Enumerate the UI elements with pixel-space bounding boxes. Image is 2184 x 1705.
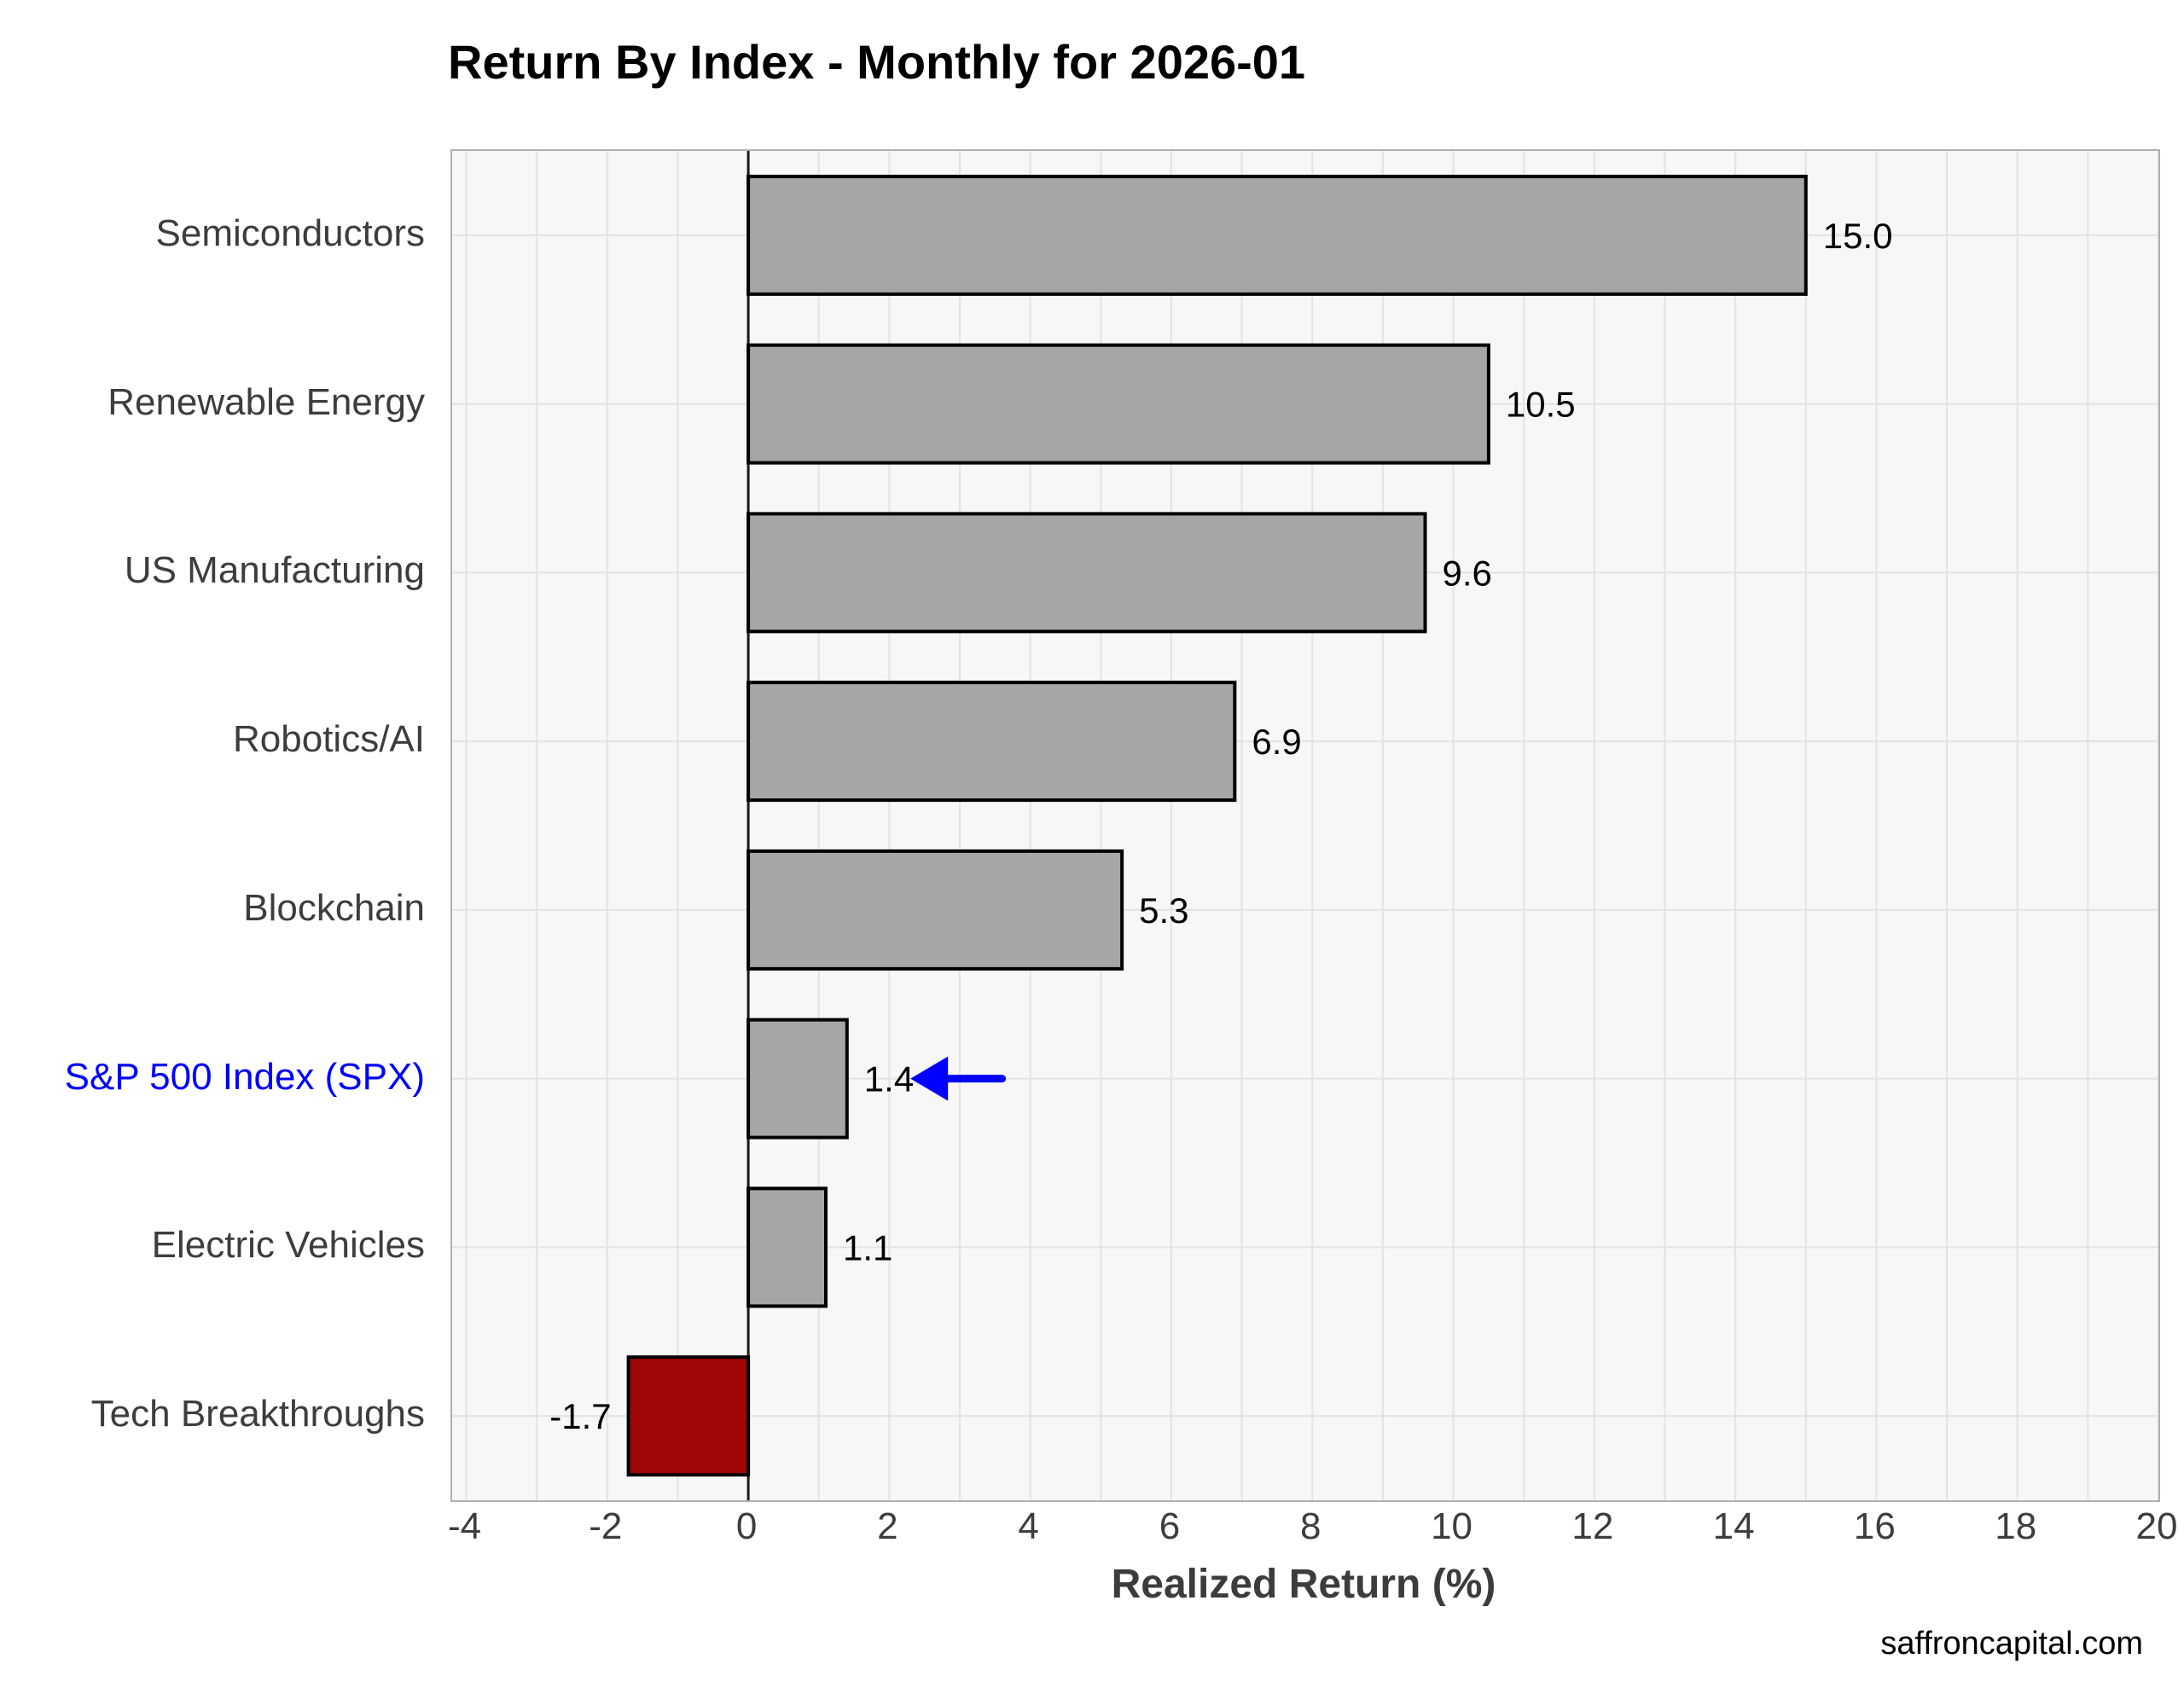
bar (746, 343, 1490, 465)
value-label: 15.0 (1823, 216, 1893, 256)
annotation-arrow-head (910, 1056, 949, 1101)
category-label: Renewable Energy (107, 380, 425, 423)
bar (746, 681, 1237, 803)
bar (746, 174, 1808, 296)
x-tick-label: 20 (2135, 1505, 2178, 1547)
x-tick-label: 12 (1571, 1505, 1614, 1547)
category-label: Blockchain (243, 886, 425, 929)
x-tick-label: 8 (1300, 1505, 1321, 1547)
plot-canvas: 15.0 10.5 9.6 6.9 5.3 1.4 1.1 -1.7 (452, 151, 2158, 1500)
category-label: US Manufacturing (124, 549, 425, 592)
plot-area: 15.0 10.5 9.6 6.9 5.3 1.4 1.1 -1.7 (450, 149, 2160, 1502)
value-label: 9.6 (1442, 553, 1491, 593)
bar (746, 849, 1124, 971)
x-tick-label: 16 (1853, 1505, 1896, 1547)
x-tick-label: -4 (447, 1505, 482, 1547)
x-tick-label: 14 (1712, 1505, 1755, 1547)
value-label: 1.4 (864, 1059, 914, 1099)
x-tick-label: -2 (589, 1505, 623, 1547)
chart-title: Return By Index - Monthly for 2026-01 (448, 35, 1306, 89)
category-label: Semiconductors (155, 212, 425, 254)
bar (746, 1018, 849, 1140)
watermark-text: saffroncapital.com (1880, 1626, 2143, 1662)
x-tick-label: 10 (1431, 1505, 1473, 1547)
bar (746, 512, 1427, 634)
x-tick-label: 4 (1018, 1505, 1039, 1547)
value-label: 1.1 (843, 1227, 892, 1267)
x-tick-label: 18 (1995, 1505, 2037, 1547)
category-label: Tech Breakthroughs (90, 1393, 425, 1435)
category-label: Electric Vehicles (151, 1224, 425, 1267)
x-tick-label: 6 (1159, 1505, 1181, 1547)
category-label: Robotics/AI (233, 718, 425, 761)
x-axis-label: Realized Return (%) (1111, 1562, 1496, 1607)
x-tick-label: 0 (735, 1505, 758, 1547)
value-label: 10.5 (1506, 385, 1576, 425)
category-label: S&P 500 Index (SPX) (64, 1055, 425, 1098)
value-label: 5.3 (1139, 890, 1188, 931)
value-label: 6.9 (1252, 722, 1301, 762)
bar (626, 1355, 751, 1477)
value-label: -1.7 (549, 1396, 611, 1436)
bar (746, 1186, 828, 1308)
x-tick-label: 2 (877, 1505, 898, 1547)
